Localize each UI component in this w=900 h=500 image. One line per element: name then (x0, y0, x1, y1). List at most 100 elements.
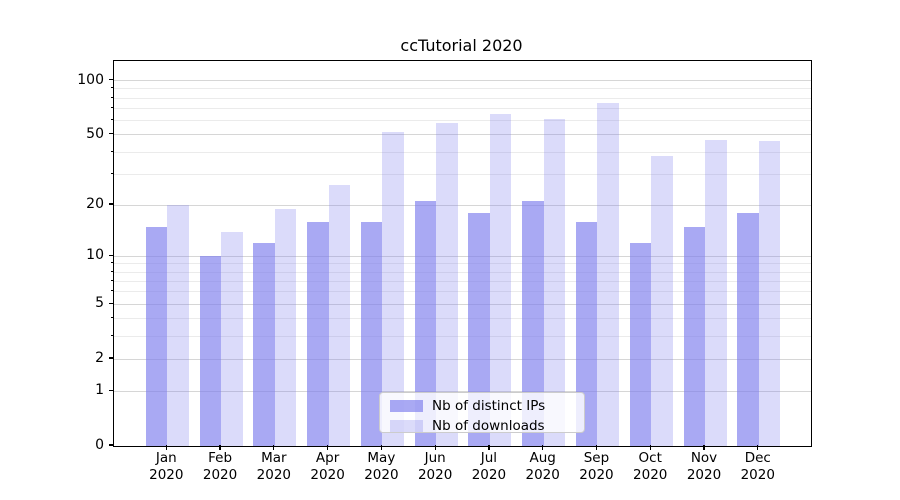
y-tick (108, 133, 113, 135)
x-tick-month: Feb (208, 450, 233, 466)
bar-distinct-ips (629, 242, 652, 446)
bar-downloads (328, 185, 351, 446)
x-tick (649, 445, 651, 450)
x-tick-year: 2020 (417, 467, 453, 483)
x-tick-month: Sep (583, 450, 610, 466)
x-tick-label: Oct 2020 (618, 450, 682, 484)
y-minor-tick (110, 172, 113, 174)
x-tick-month: Jul (480, 450, 498, 466)
chart-title: ccTutorial 2020 (400, 36, 523, 55)
legend-swatch-downloads (390, 419, 423, 432)
x-tick (327, 445, 329, 450)
bar-downloads (436, 123, 458, 446)
x-tick-year: 2020 (471, 467, 507, 483)
y-minor-tick (110, 290, 113, 292)
x-tick (165, 445, 167, 450)
x-tick-month: Jun (424, 450, 446, 466)
x-tick-label: Dec 2020 (726, 450, 790, 484)
x-tick (219, 445, 221, 450)
bar-downloads (382, 131, 404, 446)
x-tick-month: Aug (529, 450, 556, 466)
y-tick (108, 254, 113, 256)
x-tick-year: 2020 (740, 467, 775, 483)
bar-downloads (597, 103, 619, 446)
y-tick-label: 5 (95, 295, 104, 312)
bar-distinct-ips (360, 221, 383, 446)
x-tick-label: Jan 2020 (134, 450, 198, 484)
y-tick-label: 20 (86, 196, 104, 212)
gridline-minor (114, 108, 811, 110)
bar-distinct-ips (468, 212, 490, 446)
y-tick-label: 1 (95, 382, 104, 399)
gridline-minor (114, 335, 811, 337)
y-tick (108, 389, 113, 391)
x-tick-month: Mar (261, 450, 287, 466)
x-tick-month: Oct (638, 450, 662, 466)
gridline-major (114, 255, 811, 257)
bar-downloads (221, 231, 243, 446)
y-tick (108, 79, 113, 81)
bar-downloads (274, 208, 297, 446)
y-tick-label: 10 (86, 247, 104, 264)
x-tick-label: Aug 2020 (511, 450, 575, 484)
bar-distinct-ips (683, 226, 705, 446)
gridline-minor (114, 120, 811, 122)
y-minor-tick (110, 119, 113, 121)
x-tick-month: Apr (315, 450, 340, 466)
gridline-major (114, 80, 811, 82)
x-tick-label: Apr 2020 (296, 450, 360, 484)
bar-downloads (758, 141, 781, 446)
x-tick-month: Nov (690, 450, 718, 466)
y-tick-label: 2 (95, 350, 104, 367)
y-minor-tick (110, 96, 113, 98)
bar-distinct-ips (522, 201, 544, 446)
gridline-major (114, 204, 811, 206)
x-tick-year: 2020 (149, 467, 184, 483)
y-minor-tick (110, 317, 113, 319)
y-minor-tick (110, 270, 113, 272)
bar-downloads (489, 114, 512, 446)
y-tick-label: 100 (77, 71, 104, 88)
x-tick-label: Jun 2020 (403, 450, 467, 484)
y-minor-tick (110, 107, 113, 109)
gridline-minor (114, 263, 811, 265)
x-tick (273, 445, 275, 450)
gridline-minor (114, 173, 811, 175)
x-tick-year: 2020 (686, 467, 722, 483)
gridline-major (114, 303, 811, 305)
x-tick-year: 2020 (364, 467, 399, 483)
bar-downloads (543, 119, 566, 446)
x-tick-label: Nov 2020 (672, 450, 736, 484)
plot-area: Nb of distinct IPs Nb of downloads (113, 60, 812, 447)
x-tick (434, 445, 436, 450)
bar-distinct-ips (253, 242, 275, 446)
y-tick (108, 203, 113, 205)
gridline-minor (114, 271, 811, 273)
legend-item-distinct-ips: Nb of distinct IPs (390, 398, 584, 414)
x-tick-year: 2020 (525, 467, 560, 483)
x-tick (542, 445, 544, 450)
x-tick-month: Jan (155, 450, 177, 466)
x-tick-label: Feb 2020 (188, 450, 252, 484)
gridline-major (114, 390, 811, 392)
gridline-minor (114, 291, 811, 293)
bar-distinct-ips (307, 221, 329, 446)
x-tick-year: 2020 (310, 467, 345, 483)
y-tick (108, 357, 113, 359)
x-tick (595, 445, 598, 450)
bar-distinct-ips (737, 212, 759, 446)
x-tick-month: May (367, 450, 396, 466)
y-minor-tick (110, 334, 113, 336)
gridline-major (114, 358, 811, 360)
y-minor-tick (110, 150, 113, 152)
gridline-major (114, 134, 811, 136)
legend-label-downloads: Nb of downloads (432, 417, 545, 434)
y-tick (108, 302, 113, 304)
x-tick-label: May 2020 (349, 450, 413, 484)
x-tick-year: 2020 (579, 467, 614, 483)
x-tick (757, 445, 759, 450)
bar-downloads (167, 205, 189, 446)
gridline-minor (114, 97, 811, 99)
x-tick-year: 2020 (633, 467, 668, 483)
